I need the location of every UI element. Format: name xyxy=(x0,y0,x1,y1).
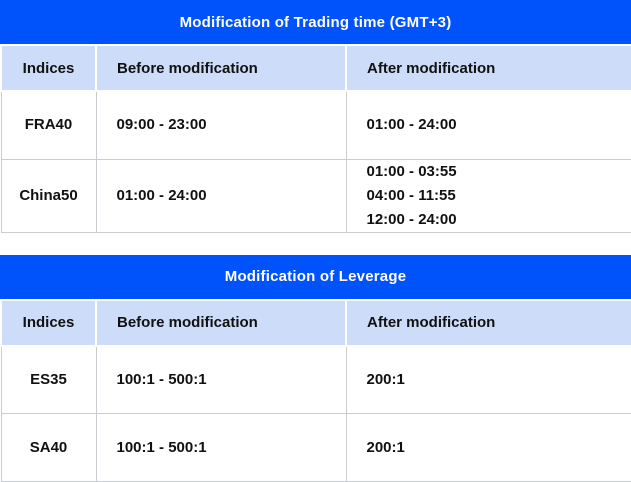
index-cell: China50 xyxy=(1,159,96,232)
after-modification-cell: 01:00 - 24:00 xyxy=(346,91,631,159)
column-header-indices: Indices xyxy=(1,45,96,91)
column-header-before-modification: Before modification xyxy=(96,300,346,346)
before-modification-cell: 09:00 - 23:00 xyxy=(96,91,346,159)
table-row-fra40: FRA40 09:00 - 23:00 01:00 - 24:00 xyxy=(1,91,631,159)
after-modification-cell: 200:1 xyxy=(346,414,631,482)
before-modification-cell: 100:1 - 500:1 xyxy=(96,346,346,414)
index-cell: SA40 xyxy=(1,414,96,482)
leverage-header-row: Indices Before modification After modifi… xyxy=(1,300,631,346)
before-modification-cell: 100:1 - 500:1 xyxy=(96,414,346,482)
table-row-china50: China50 01:00 - 24:00 01:00 - 03:55 04:0… xyxy=(1,159,631,232)
trading-time-table-title: Modification of Trading time (GMT+3) xyxy=(0,0,631,44)
table-row-sa40: SA40 100:1 - 500:1 200:1 xyxy=(1,414,631,482)
after-modification-cell: 200:1 xyxy=(346,346,631,414)
trading-time-header-row: Indices Before modification After modifi… xyxy=(1,45,631,91)
index-cell: ES35 xyxy=(1,346,96,414)
trading-time-table: Indices Before modification After modifi… xyxy=(0,44,631,233)
before-modification-cell: 01:00 - 24:00 xyxy=(96,159,346,232)
column-header-before-modification: Before modification xyxy=(96,45,346,91)
index-cell: FRA40 xyxy=(1,91,96,159)
after-modification-cell: 01:00 - 03:55 04:00 - 11:55 12:00 - 24:0… xyxy=(346,159,631,232)
leverage-table-title: Modification of Leverage xyxy=(0,255,631,299)
table-separator xyxy=(0,233,631,255)
column-header-after-modification: After modification xyxy=(346,300,631,346)
column-header-indices: Indices xyxy=(1,300,96,346)
leverage-table: Indices Before modification After modifi… xyxy=(0,299,631,482)
table-row-es35: ES35 100:1 - 500:1 200:1 xyxy=(1,346,631,414)
column-header-after-modification: After modification xyxy=(346,45,631,91)
